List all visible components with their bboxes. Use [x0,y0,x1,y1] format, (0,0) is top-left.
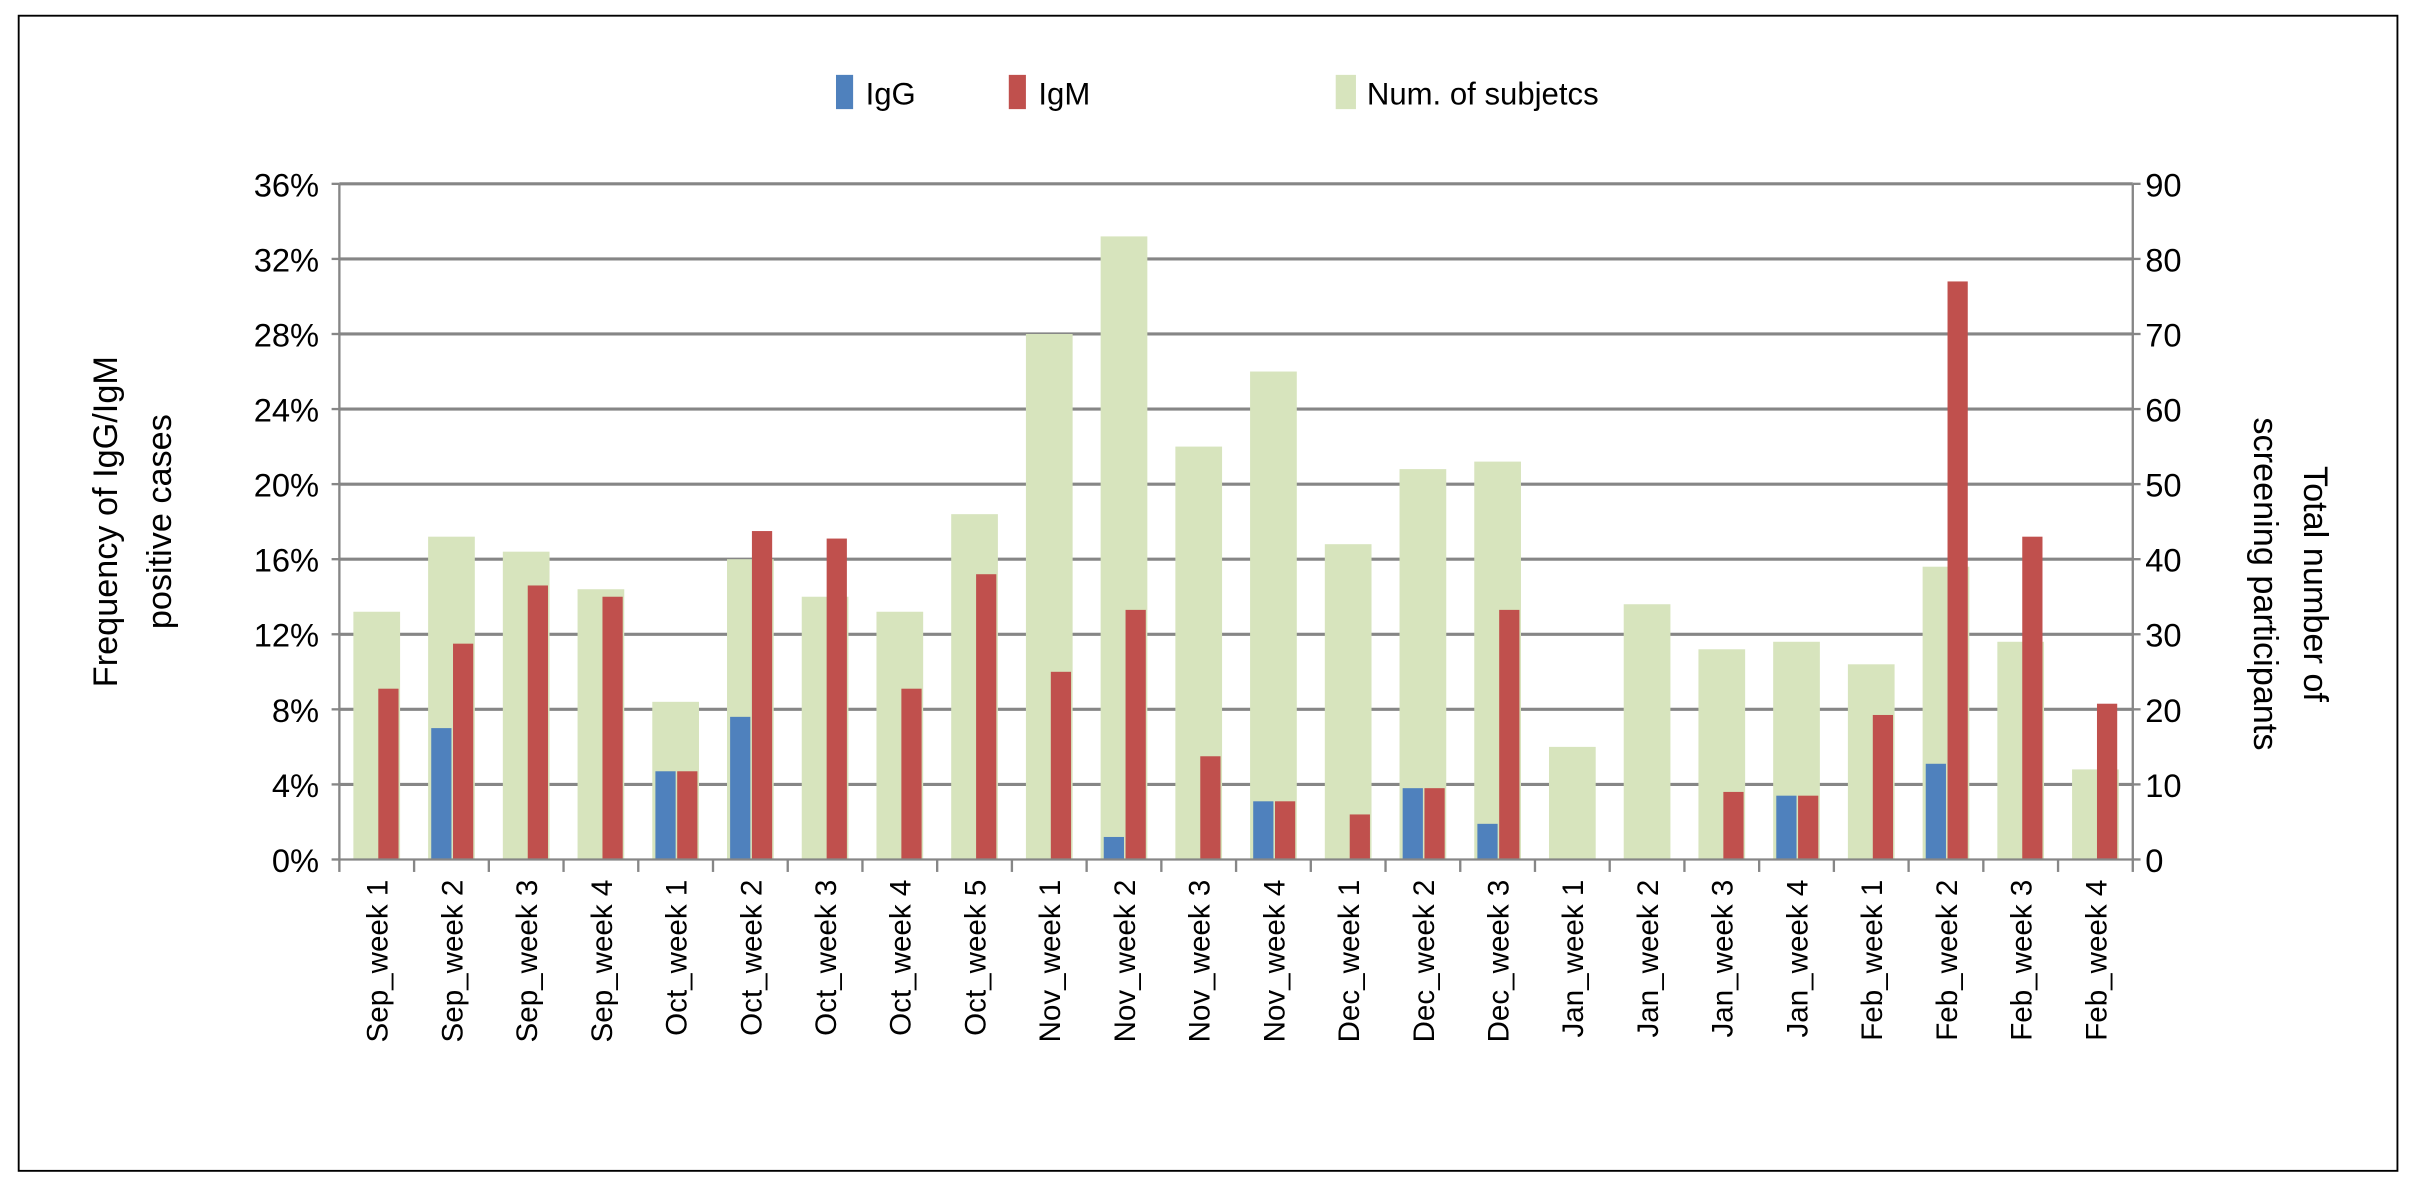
legend-label-igm: IgM [1038,76,1090,111]
legend-label-igg: IgG [866,76,916,111]
x-tick-label: Oct_week 4 [885,880,918,1036]
bar-igm [2022,536,2043,860]
x-tick-label: Nov_week 2 [1109,880,1142,1043]
y2-axis-title-line1: Total number of [2296,466,2334,702]
y2-tick-label: 90 [2145,166,2181,203]
x-tick-label: Oct_week 5 [959,880,992,1036]
bar-igm [1200,756,1221,860]
bar-igg [1925,763,1946,860]
x-tick-label: Jan_week 1 [1557,880,1590,1038]
y2-tick-label: 10 [2145,767,2181,804]
x-tick-label: Dec_week 2 [1408,880,1441,1043]
y2-tick-label: 0 [2145,842,2163,879]
x-tick-label: Jan_week 3 [1707,880,1740,1038]
bar-igm [1798,795,1819,860]
y2-tick-label: 40 [2145,542,2181,579]
bar-igg [1776,795,1797,860]
x-tick-label: Nov_week 3 [1184,880,1217,1043]
x-tick-label: Dec_week 1 [1333,880,1366,1043]
x-tick-label: Feb_week 3 [2006,880,2039,1041]
bar-igm [1050,671,1072,860]
bar-igm [901,688,922,860]
y2-tick-label: 30 [2145,617,2181,654]
legend-label-subjects: Num. of subjetcs [1367,76,1599,111]
bar-igm [378,688,399,860]
x-tick-label: Nov_week 4 [1258,880,1291,1043]
bar-igm [1424,788,1445,860]
x-tick-label: Jan_week 4 [1781,880,1814,1038]
bar-igg [655,771,676,860]
y-tick-label: 12% [254,617,319,654]
x-tick-label: Dec_week 3 [1483,880,1516,1043]
bar-igm [1125,609,1146,860]
bar-igg [730,716,751,860]
bar-igm [2096,703,2118,860]
legend-swatch-igg [835,74,854,110]
bar-igm [751,531,773,860]
x-tick-label: Jan_week 2 [1632,880,1665,1038]
bar-igm [976,574,997,860]
x-tick-label: Feb_week 2 [1931,880,1964,1041]
bar-subjects [1548,746,1596,860]
bar-igg [1402,788,1423,860]
y-tick-label: 32% [254,241,319,278]
bar-igg [1103,836,1124,860]
y2-axis-title-line2: screening participants [2246,417,2284,750]
x-tick-label: Feb_week 4 [2080,880,2113,1041]
bar-igm [1274,801,1296,860]
bar-subjects [1250,371,1297,860]
x-tick-label: Sep_week 3 [511,880,544,1043]
y2-tick-label: 70 [2145,316,2181,353]
bar-igm [826,538,847,860]
x-tick-label: Sep_week 2 [436,880,469,1043]
y-tick-label: 0% [272,842,319,879]
y-tick-label: 24% [254,392,319,429]
y-tick-label: 36% [254,166,319,203]
bar-igm [527,585,548,860]
x-tick-label: Oct_week 2 [735,880,768,1036]
y2-tick-label: 20 [2145,692,2181,729]
x-tick-label: Feb_week 1 [1856,880,1889,1041]
legend-swatch-subjects [1335,74,1356,110]
y-tick-label: 4% [272,767,319,804]
bar-igm [1349,814,1370,860]
x-tick-label: Sep_week 1 [362,880,395,1043]
bar-igg [1253,801,1274,860]
legend-swatch-igm [1008,74,1026,110]
bar-igm [602,596,623,860]
bar-igm [1499,609,1520,860]
bar-subjects [1623,604,1671,860]
x-tick-label: Oct_week 3 [810,880,843,1036]
bar-igm [1723,791,1744,860]
y-tick-label: 20% [254,467,319,504]
y-tick-label: 8% [272,692,319,729]
y-tick-label: 16% [254,542,319,579]
legend: IgG IgM Num. of subjetcs [835,74,1599,111]
bar-igg [431,728,452,860]
y2-tick-label: 80 [2145,241,2181,278]
x-tick-label: Oct_week 1 [661,880,694,1036]
bar-subjects [1324,544,1372,860]
x-tick-label: Nov_week 1 [1034,880,1067,1043]
x-tick-label: Sep_week 4 [586,880,619,1043]
bar-igm [677,771,698,860]
bar-igg [1477,823,1498,860]
y2-tick-label: 60 [2145,392,2181,429]
y-tick-label: 28% [254,316,319,353]
y2-tick-label: 50 [2145,467,2181,504]
bar-igm [1947,281,1968,860]
y-axis-title-line1: Frequency of IgG/IgM [87,356,125,687]
bar-igm [453,643,474,860]
y-axis-title-line2: positive cases [141,414,179,629]
bar-igm [1872,714,1894,860]
